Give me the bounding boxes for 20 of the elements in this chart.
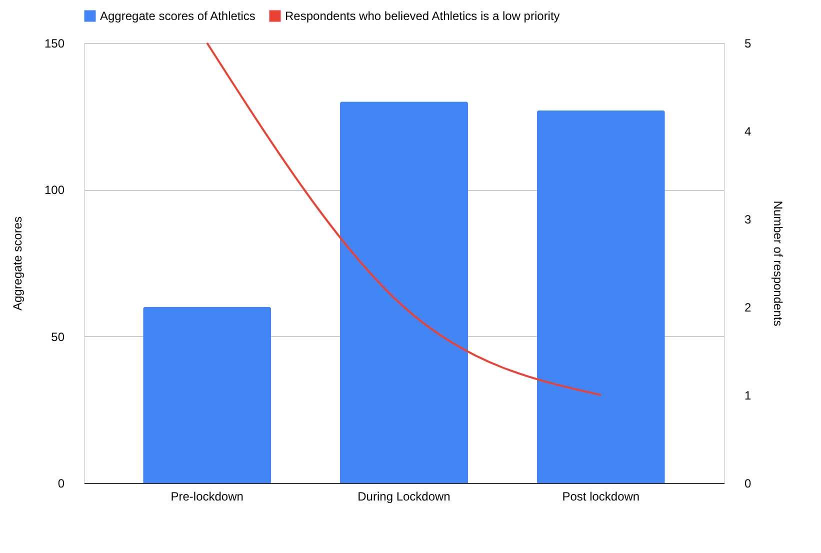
x-tick-label: Pre-lockdown <box>170 490 244 504</box>
x-tick-label: Post lockdown <box>562 490 640 504</box>
y-tick-label: 150 <box>44 36 65 50</box>
y-tick-label: 0 <box>58 476 65 490</box>
y-tick-label: 50 <box>51 330 65 344</box>
y2-tick-label: 4 <box>744 124 752 138</box>
y2-axis-title: Number of respondents <box>771 200 786 326</box>
y2-tick-label: 2 <box>744 300 752 314</box>
y2-tick-label: 0 <box>744 476 752 490</box>
y2-tick-label: 5 <box>744 36 752 50</box>
bar <box>143 307 272 483</box>
x-tick-label: During Lockdown <box>358 490 450 504</box>
legend-label: Respondents who believed Athletics is a low priority <box>285 9 560 23</box>
legend-label: Aggregate scores of Athletics <box>100 9 256 23</box>
y-axis-title: Aggregate scores <box>10 216 24 311</box>
bar <box>340 102 468 483</box>
bar <box>536 110 665 483</box>
y2-tick-label: 1 <box>744 388 752 402</box>
y2-tick-label: 3 <box>744 212 752 226</box>
y-tick-label: 100 <box>44 183 65 198</box>
